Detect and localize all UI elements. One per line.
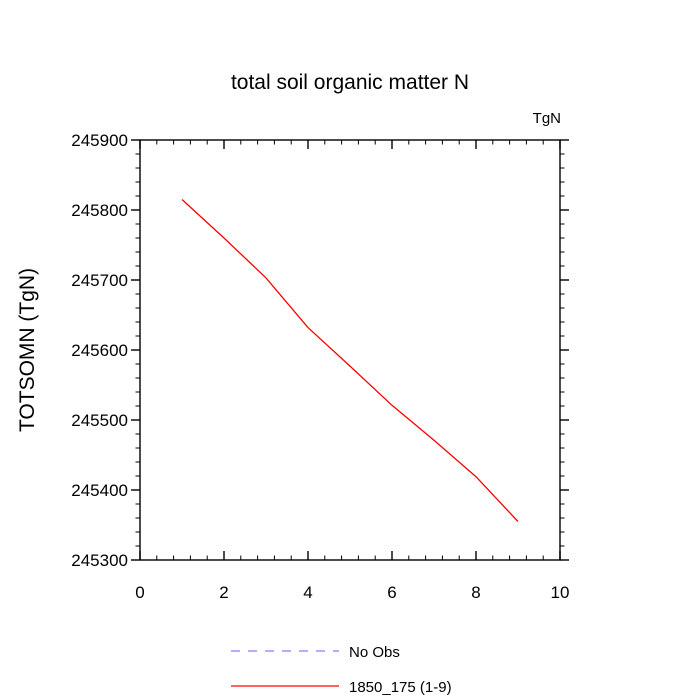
y-tick-label: 245600 [71,341,128,360]
axis-ticks: 0 2 4 6 8 10 245300 245400 245500 245600 245700 245… [71,131,569,602]
y-tick-label: 245700 [71,271,128,290]
x-tick-label: 6 [387,583,396,602]
x-tick-label: 2 [219,583,228,602]
units-label: TgN [533,110,561,127]
plot-area [181,199,519,522]
x-tick-label: 8 [471,583,480,602]
y-axis-label: TOTSOMN (TgN) [16,268,39,432]
legend: No Obs 1850_175 (1-9) [231,644,452,696]
chart-title: total soil organic matter N [231,71,469,94]
y-tick-label: 245400 [71,481,128,500]
y-tick-label: 245500 [71,411,128,430]
y-tick-label: 245300 [71,551,128,570]
legend-label: 1850_175 (1-9) [349,679,452,696]
x-tick-label: 10 [551,583,570,602]
legend-label: No Obs [349,644,400,661]
y-tick-label: 245800 [71,201,128,220]
x-tick-label: 4 [303,583,312,602]
x-tick-label: 0 [135,583,144,602]
y-tick-label: 245900 [71,131,128,150]
plot-frame [139,139,561,561]
series-line [181,199,519,522]
